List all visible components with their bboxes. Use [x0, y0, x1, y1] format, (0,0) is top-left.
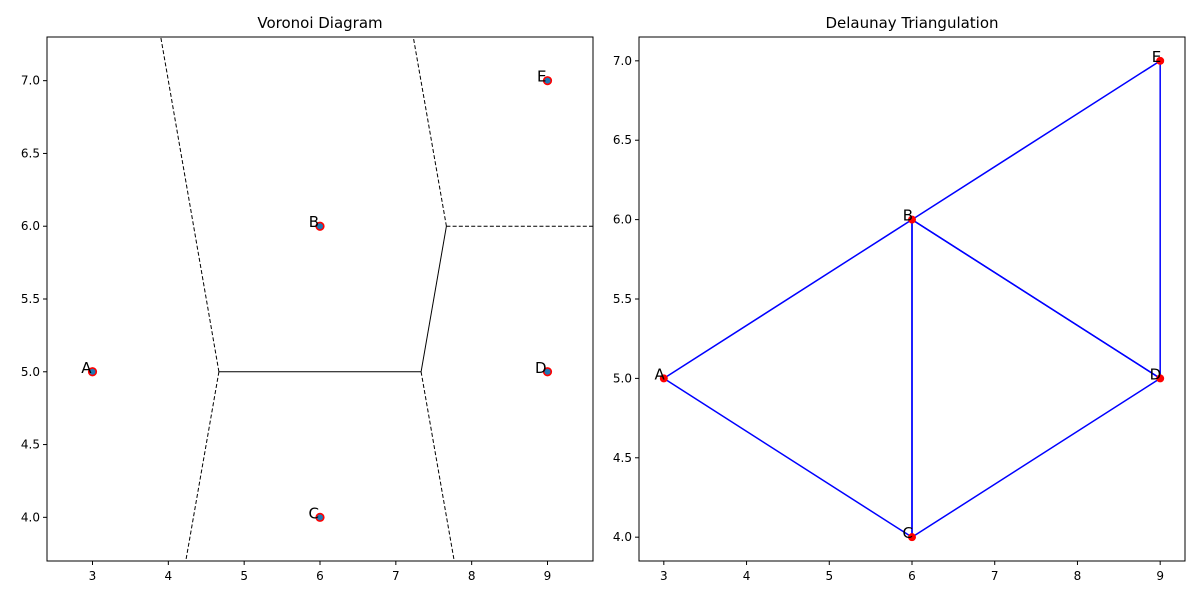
voronoi-point-c: [315, 512, 325, 522]
delaunay-title: Delaunay Triangulation: [825, 14, 998, 32]
delaunay-point-label-b: B: [903, 207, 913, 225]
voronoi-y-tick-label: 6.0: [21, 219, 40, 233]
delaunay-y-tick-label: 5.5: [613, 292, 632, 306]
voronoi-y-tick-label: 4.5: [21, 438, 40, 452]
voronoi-finite-edge: [420, 226, 447, 372]
voronoi-x-tick-label: 3: [89, 569, 97, 583]
delaunay-x-tick-label: 3: [660, 569, 668, 583]
voronoi-infinite-edge: [185, 371, 220, 561]
delaunay-point-d: [1156, 374, 1165, 383]
delaunay-point-a: [659, 374, 668, 383]
voronoi-infinite-edge: [420, 371, 455, 561]
voronoi-axes: 3 4 5 6 7 8 9 4.0 4.5 5.0 5.5 6.0 6.5 7.0: [21, 36, 594, 583]
delaunay-triangle-bde: [911, 59, 1161, 380]
voronoi-point-b: [315, 221, 325, 231]
delaunay-x-tick-label: 4: [743, 569, 751, 583]
voronoi-title: Voronoi Diagram: [257, 14, 382, 32]
delaunay-point-c: [908, 533, 916, 542]
delaunay-y-tick-label: 7.0: [613, 54, 632, 68]
delaunay-point-label-d: D: [1150, 365, 1162, 383]
voronoi-point-label-e: E: [537, 68, 546, 86]
delaunay-x-tick-label: 9: [1156, 569, 1164, 583]
delaunay-panel: Delaunay Triangulation A B C D E 3 4 5 6 7 8 9 4.0 4…: [613, 14, 1186, 583]
voronoi-marks: A B C D E: [81, 37, 593, 561]
voronoi-point-label-a: A: [81, 359, 92, 377]
voronoi-point-label-c: C: [309, 504, 319, 522]
delaunay-y-tick-label: 5.0: [613, 371, 632, 385]
delaunay-y-tick-label: 6.0: [613, 213, 632, 227]
delaunay-point-label-a: A: [655, 365, 666, 383]
voronoi-infinite-edge: [160, 37, 220, 372]
delaunay-x-tick-label: 5: [825, 569, 833, 583]
voronoi-x-tick-label: 5: [240, 569, 248, 583]
delaunay-y-tick-label: 4.0: [613, 530, 632, 544]
voronoi-x-tick-label: 8: [468, 569, 476, 583]
delaunay-marks: A B C D E: [655, 48, 1165, 542]
voronoi-y-tick-label: 7.0: [21, 74, 40, 88]
voronoi-x-tick-label: 6: [316, 569, 324, 583]
delaunay-point-b: [908, 215, 916, 224]
voronoi-x-tick-label: 4: [165, 569, 173, 583]
voronoi-point-label-b: B: [309, 213, 319, 231]
voronoi-infinite-edge: [412, 37, 447, 227]
delaunay-x-tick-label: 6: [908, 569, 916, 583]
voronoi-y-tick-label: 5.0: [21, 365, 40, 379]
delaunay-x-tick-label: 8: [1074, 569, 1082, 583]
delaunay-point-label-c: C: [903, 524, 913, 542]
voronoi-point-label-d: D: [535, 359, 547, 377]
voronoi-y-tick-label: 4.0: [21, 510, 40, 524]
delaunay-y-tick-label: 4.5: [613, 451, 632, 465]
voronoi-y-tick-label: 6.5: [21, 146, 40, 160]
delaunay-point-label-e: E: [1152, 48, 1161, 66]
voronoi-point-d: [542, 367, 553, 377]
voronoi-panel: Voronoi Diagram A B C D E 3 4 5 6 7 8 9 4.0 4.5 5.0 5.…: [21, 14, 594, 583]
delaunay-axes: 3 4 5 6 7 8 9 4.0 4.5 5.0 5.5 6.0 6.5 7.0: [613, 36, 1186, 583]
voronoi-point-e: [542, 76, 553, 86]
voronoi-y-tick-label: 5.5: [21, 292, 40, 306]
voronoi-point-a: [87, 367, 98, 377]
voronoi-clip-group: [160, 37, 593, 561]
delaunay-x-tick-label: 7: [991, 569, 999, 583]
voronoi-x-tick-label: 7: [392, 569, 400, 583]
delaunay-y-tick-label: 6.5: [613, 133, 632, 147]
voronoi-x-tick-label: 9: [544, 569, 552, 583]
delaunay-point-e: [1156, 56, 1165, 65]
